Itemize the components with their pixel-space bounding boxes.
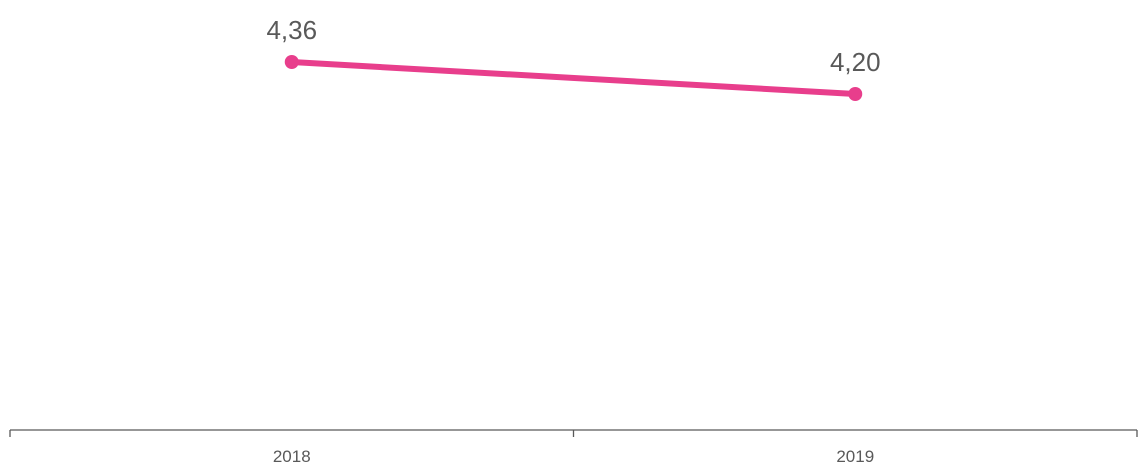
data-point-2018 bbox=[284, 55, 299, 69]
data-label-2019: 4,20 bbox=[830, 47, 881, 77]
data-point-2019 bbox=[848, 87, 863, 101]
series-line bbox=[288, 59, 859, 97]
plot-area: 4,36 4,20 bbox=[266, 15, 881, 101]
x-tick-label-2019: 2019 bbox=[836, 447, 874, 464]
data-label-2018: 4,36 bbox=[266, 15, 317, 45]
x-axis: 2018 2019 bbox=[9, 429, 1138, 464]
x-tick-label-2018: 2018 bbox=[273, 447, 311, 464]
